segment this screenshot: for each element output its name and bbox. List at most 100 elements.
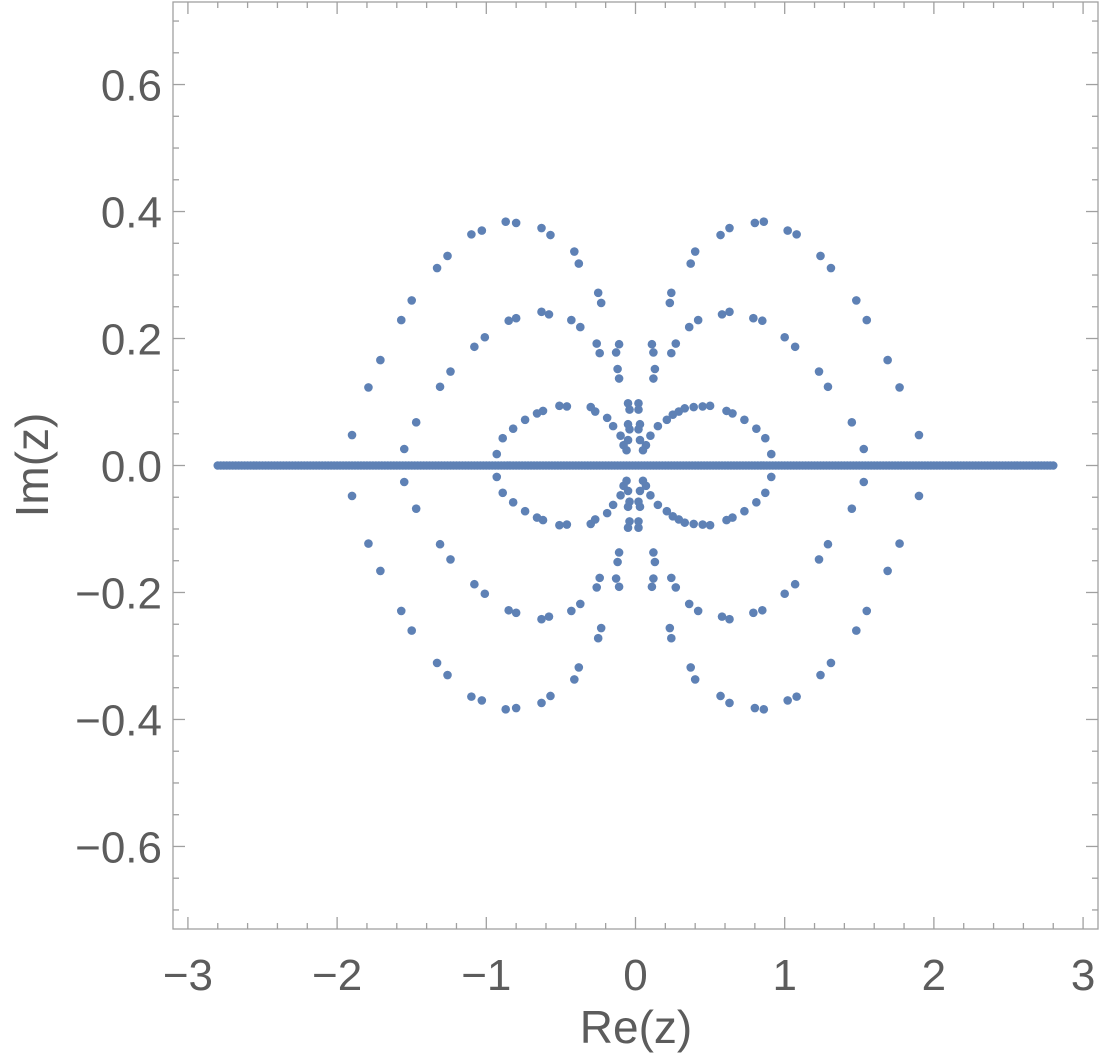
data-point [593, 288, 603, 298]
data-point [544, 310, 554, 319]
data-point [758, 605, 767, 615]
data-point [562, 520, 572, 529]
data-point [823, 539, 833, 549]
data-point [716, 691, 725, 701]
data-point [698, 520, 707, 529]
data-point [623, 486, 633, 496]
data-point [667, 348, 676, 358]
data-point [690, 675, 700, 684]
data-point [399, 477, 409, 487]
data-point [520, 506, 530, 516]
data-point [649, 548, 658, 557]
data-point [608, 421, 618, 431]
data-point [783, 226, 792, 235]
data-point [608, 500, 618, 510]
data-point [847, 418, 857, 427]
data-point [665, 298, 675, 308]
data-point [625, 405, 634, 414]
data-point [760, 488, 770, 498]
data-point [544, 612, 554, 621]
data-point [399, 444, 409, 454]
data-point [614, 548, 624, 557]
x-tick-label: 3 [1071, 951, 1095, 1000]
data-point [895, 539, 904, 548]
data-point [717, 612, 727, 621]
data-point [407, 626, 417, 635]
data-point [752, 424, 761, 433]
data-point [622, 445, 631, 455]
data-point [616, 491, 625, 500]
data-point [634, 523, 643, 533]
data-point [480, 589, 490, 599]
data-point [740, 415, 749, 425]
data-point [671, 339, 681, 348]
data-point [435, 539, 445, 549]
data-point [725, 223, 734, 233]
data-point [883, 566, 892, 576]
data-point [758, 316, 767, 326]
data-point [470, 342, 479, 352]
data-point [537, 698, 546, 708]
data-point [504, 316, 513, 326]
data-point [684, 599, 694, 609]
y-tick-label: −0.4 [75, 696, 162, 745]
data-point [625, 517, 634, 526]
data-point [616, 431, 625, 440]
x-tick-label: −3 [163, 951, 213, 1000]
data-point [511, 313, 521, 323]
data-point [575, 322, 585, 332]
data-point [823, 382, 833, 392]
data-point [622, 476, 631, 486]
data-point [717, 310, 727, 319]
data-point [347, 430, 357, 440]
data-point [759, 705, 769, 714]
data-point [668, 511, 678, 521]
data-point [446, 367, 455, 376]
data-point [689, 519, 698, 529]
data-point [667, 633, 676, 643]
data-point [435, 382, 445, 392]
data-point [480, 332, 490, 342]
data-point [790, 579, 800, 589]
data-point [638, 445, 648, 455]
data-point [667, 288, 676, 298]
data-point [593, 633, 603, 643]
data-point [432, 658, 442, 668]
data-point [602, 413, 612, 423]
data-point [650, 557, 660, 567]
data-point [614, 374, 624, 383]
data-point [749, 313, 758, 323]
data-point [814, 555, 824, 564]
data-point [492, 449, 502, 459]
data-point [396, 315, 406, 325]
data-point [443, 670, 452, 680]
data-point [705, 401, 715, 411]
data-point [725, 614, 734, 624]
data-point [498, 488, 508, 498]
x-tick-label: 0 [623, 951, 647, 1000]
data-point [647, 339, 657, 349]
axis-ticks [173, 2, 1098, 929]
data-point [914, 430, 924, 440]
data-point [883, 355, 892, 365]
data-point [760, 433, 770, 443]
data-point [492, 472, 502, 482]
data-point [686, 663, 696, 672]
y-tick-label: −0.2 [75, 569, 162, 618]
data-point [567, 315, 576, 325]
data-point [574, 259, 584, 268]
data-point [646, 431, 655, 440]
data-point [740, 506, 749, 516]
data-point [646, 491, 655, 500]
data-point [792, 230, 801, 239]
x-axis-label: Re(z) [580, 1001, 692, 1053]
data-point [852, 296, 861, 305]
data-point [859, 477, 869, 487]
data-point [852, 626, 861, 635]
data-point [749, 608, 758, 618]
data-point [792, 692, 801, 701]
data-point [467, 230, 476, 239]
data-point [665, 623, 675, 633]
data-point [555, 401, 564, 411]
data-point [592, 583, 602, 592]
